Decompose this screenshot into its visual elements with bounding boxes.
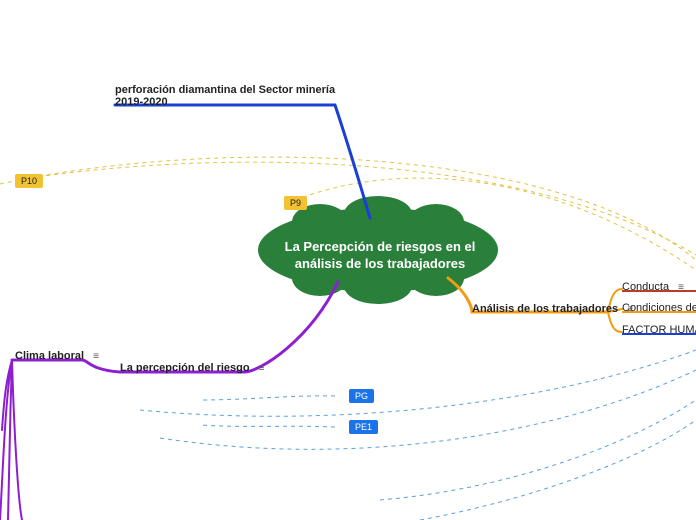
child-condiciones[interactable]: Condiciones de trabajo <box>622 302 696 314</box>
tag-pg[interactable]: PG <box>349 389 374 403</box>
mindmap-canvas: La Percepción de riesgos en el análisis … <box>0 0 696 520</box>
branch-percepcion-label[interactable]: La percepción del riesgo ≡ <box>120 362 265 374</box>
child-factor-humano[interactable]: FACTOR HUMANO <box>622 324 696 336</box>
branch-percepcion-text: La percepción del riesgo <box>120 362 250 374</box>
tag-p9[interactable]: P9 <box>284 196 307 210</box>
branch-right-text: Análisis de los trabajadores <box>472 303 618 315</box>
branch-clima-label[interactable]: Clima laboral ≡ <box>15 350 99 362</box>
child-conducta-text: Conducta <box>622 281 669 293</box>
child-condiciones-text: Condiciones de trabajo <box>622 302 696 314</box>
menu-icon[interactable]: ≡ <box>93 351 99 362</box>
branch-clima-text: Clima laboral <box>15 350 84 362</box>
central-topic[interactable]: La Percepción de riesgos en el análisis … <box>275 239 485 273</box>
branch-right-label[interactable]: Análisis de los trabajadores ≡ <box>472 303 633 315</box>
child-factor-text: FACTOR HUMANO <box>622 324 696 336</box>
menu-icon[interactable]: ≡ <box>678 282 684 293</box>
branch-top-label[interactable]: perforación diamantina del Sector minerí… <box>115 84 350 108</box>
tag-pe1[interactable]: PE1 <box>349 420 378 434</box>
menu-icon[interactable]: ≡ <box>259 363 265 374</box>
tag-p10[interactable]: P10 <box>15 174 43 188</box>
child-conducta[interactable]: Conducta ≡ <box>622 281 684 293</box>
